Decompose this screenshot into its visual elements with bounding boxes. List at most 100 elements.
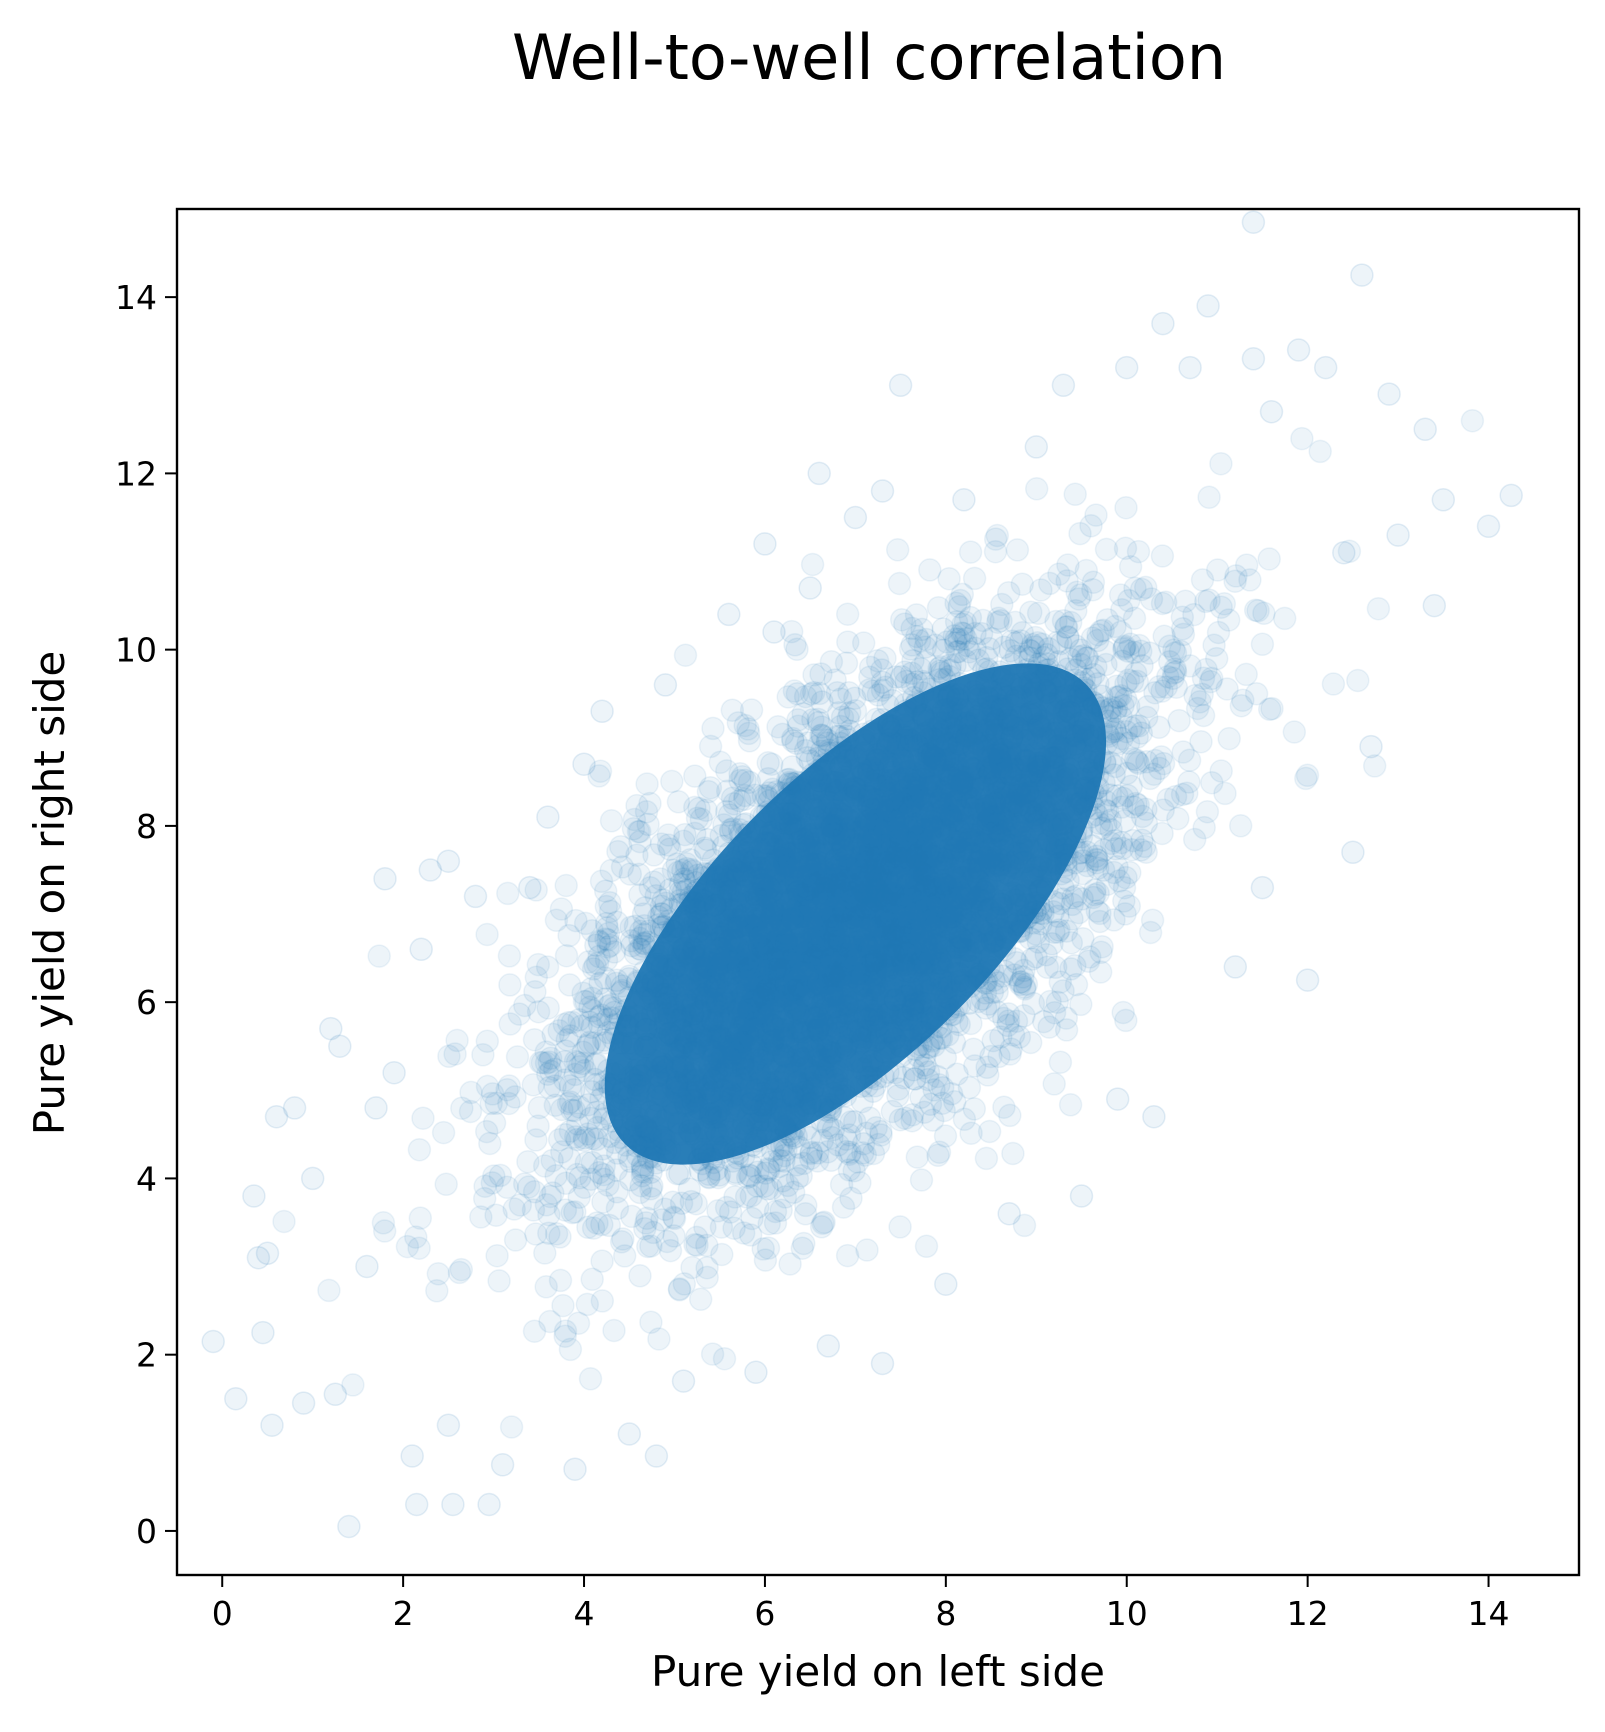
scatter-point <box>701 716 725 741</box>
scatter-point <box>1152 624 1176 649</box>
scatter-point <box>1102 828 1127 853</box>
scatter-point <box>893 1106 918 1130</box>
scatter-point <box>484 1203 508 1227</box>
scatter-point <box>1190 568 1215 592</box>
scatter-point <box>800 552 825 577</box>
scatter-point <box>587 764 611 788</box>
scatter-point <box>1177 748 1202 773</box>
scatter-point <box>609 834 633 859</box>
scatter-point <box>770 722 795 747</box>
scatter-point <box>723 1185 747 1209</box>
scatter-point <box>1088 960 1113 984</box>
scatter-point <box>819 649 844 674</box>
scatter-point <box>823 668 847 692</box>
scatter-point <box>609 1230 634 1254</box>
scatter-point <box>1094 537 1119 562</box>
scatter-point <box>1126 539 1151 564</box>
scatter-point <box>888 1215 912 1239</box>
scatter-point <box>809 723 833 747</box>
scatter-point <box>1014 972 1039 996</box>
scatter-point <box>811 1211 835 1236</box>
scatter-point <box>1294 766 1318 791</box>
scatter-point <box>1154 675 1179 699</box>
scatter-point <box>1000 629 1024 653</box>
scatter-point <box>1272 606 1297 631</box>
scatter-point <box>1195 799 1220 824</box>
scatter-point <box>533 1241 557 1265</box>
scatter-point <box>992 1095 1016 1119</box>
scatter-point <box>431 1120 456 1145</box>
scatter-point <box>1150 821 1174 846</box>
scatter-point <box>469 1205 493 1229</box>
scatter-point <box>900 1108 924 1133</box>
scatter-point <box>1114 495 1138 520</box>
scatter-point <box>1084 847 1108 872</box>
scatter-point <box>482 1164 506 1188</box>
scatter-point <box>548 1225 572 1249</box>
scatter-point <box>1070 887 1094 911</box>
scatter-point <box>848 1170 872 1195</box>
scatter-point <box>538 1059 563 1083</box>
scatter-point <box>1282 720 1307 744</box>
scatter-point <box>408 1206 433 1230</box>
scatter-point <box>1166 806 1190 831</box>
scatter-point <box>666 790 691 814</box>
scatter-point <box>1109 620 1133 645</box>
scatter-point <box>746 1160 770 1184</box>
scatter-point <box>1071 849 1095 873</box>
scatter-point <box>534 1193 559 1217</box>
scatter-point <box>1163 660 1188 684</box>
scatter-point <box>649 832 674 856</box>
scatter-point <box>563 1125 588 1149</box>
scatter-point <box>1246 598 1270 623</box>
scatter-point <box>751 1237 775 1261</box>
scatter-point <box>1150 591 1175 616</box>
scatter-point <box>1120 746 1145 771</box>
scatter-point <box>640 1174 664 1198</box>
scatter-point <box>667 1277 692 1301</box>
scatter-point <box>926 1143 950 1168</box>
scatter-point <box>1071 926 1095 951</box>
scatter-point <box>698 775 723 800</box>
scatter-point <box>594 927 618 951</box>
scatter-point <box>1106 685 1131 709</box>
scatter-point <box>718 1200 743 1224</box>
scatter-point <box>599 858 623 883</box>
scatter-point <box>656 823 681 847</box>
scatter-point <box>1071 643 1095 668</box>
scatter-point <box>1104 674 1129 699</box>
scatter-point <box>974 1146 999 1171</box>
scatter-point <box>944 591 968 616</box>
scatter-point <box>981 1028 1005 1053</box>
scatter-point <box>1209 759 1233 783</box>
scatter-point <box>498 1012 522 1036</box>
scatter-point <box>1321 672 1346 696</box>
scatter-point <box>534 1275 558 1299</box>
scatter-point <box>1250 632 1275 657</box>
scatter-point <box>671 829 696 854</box>
scatter-point <box>1107 869 1132 893</box>
scatter-point <box>1122 640 1147 665</box>
scatter-point <box>565 1112 590 1136</box>
scatter-point <box>1088 901 1112 926</box>
scatter-point <box>558 1074 583 1098</box>
scatter-point <box>523 980 547 1004</box>
scatter-point <box>1147 715 1171 740</box>
scatter-point <box>371 1211 396 1235</box>
scatter-point <box>1099 831 1124 856</box>
scatter-point <box>1129 577 1154 602</box>
scatter-point <box>769 1198 793 1223</box>
scatter-point <box>1074 558 1099 583</box>
scatter-point <box>1012 1004 1036 1028</box>
scatter-point <box>1079 514 1103 538</box>
scatter-point <box>635 772 659 796</box>
scatter-point <box>1023 625 1048 650</box>
scatter-point <box>1104 696 1129 721</box>
scatter-point <box>697 1165 721 1189</box>
scatter-point <box>918 1092 943 1117</box>
scatter-point <box>842 1110 867 1134</box>
scatter-point <box>646 905 671 929</box>
scatter-point <box>619 928 644 953</box>
scatter-point <box>1197 485 1221 510</box>
scatter-point <box>950 582 975 607</box>
